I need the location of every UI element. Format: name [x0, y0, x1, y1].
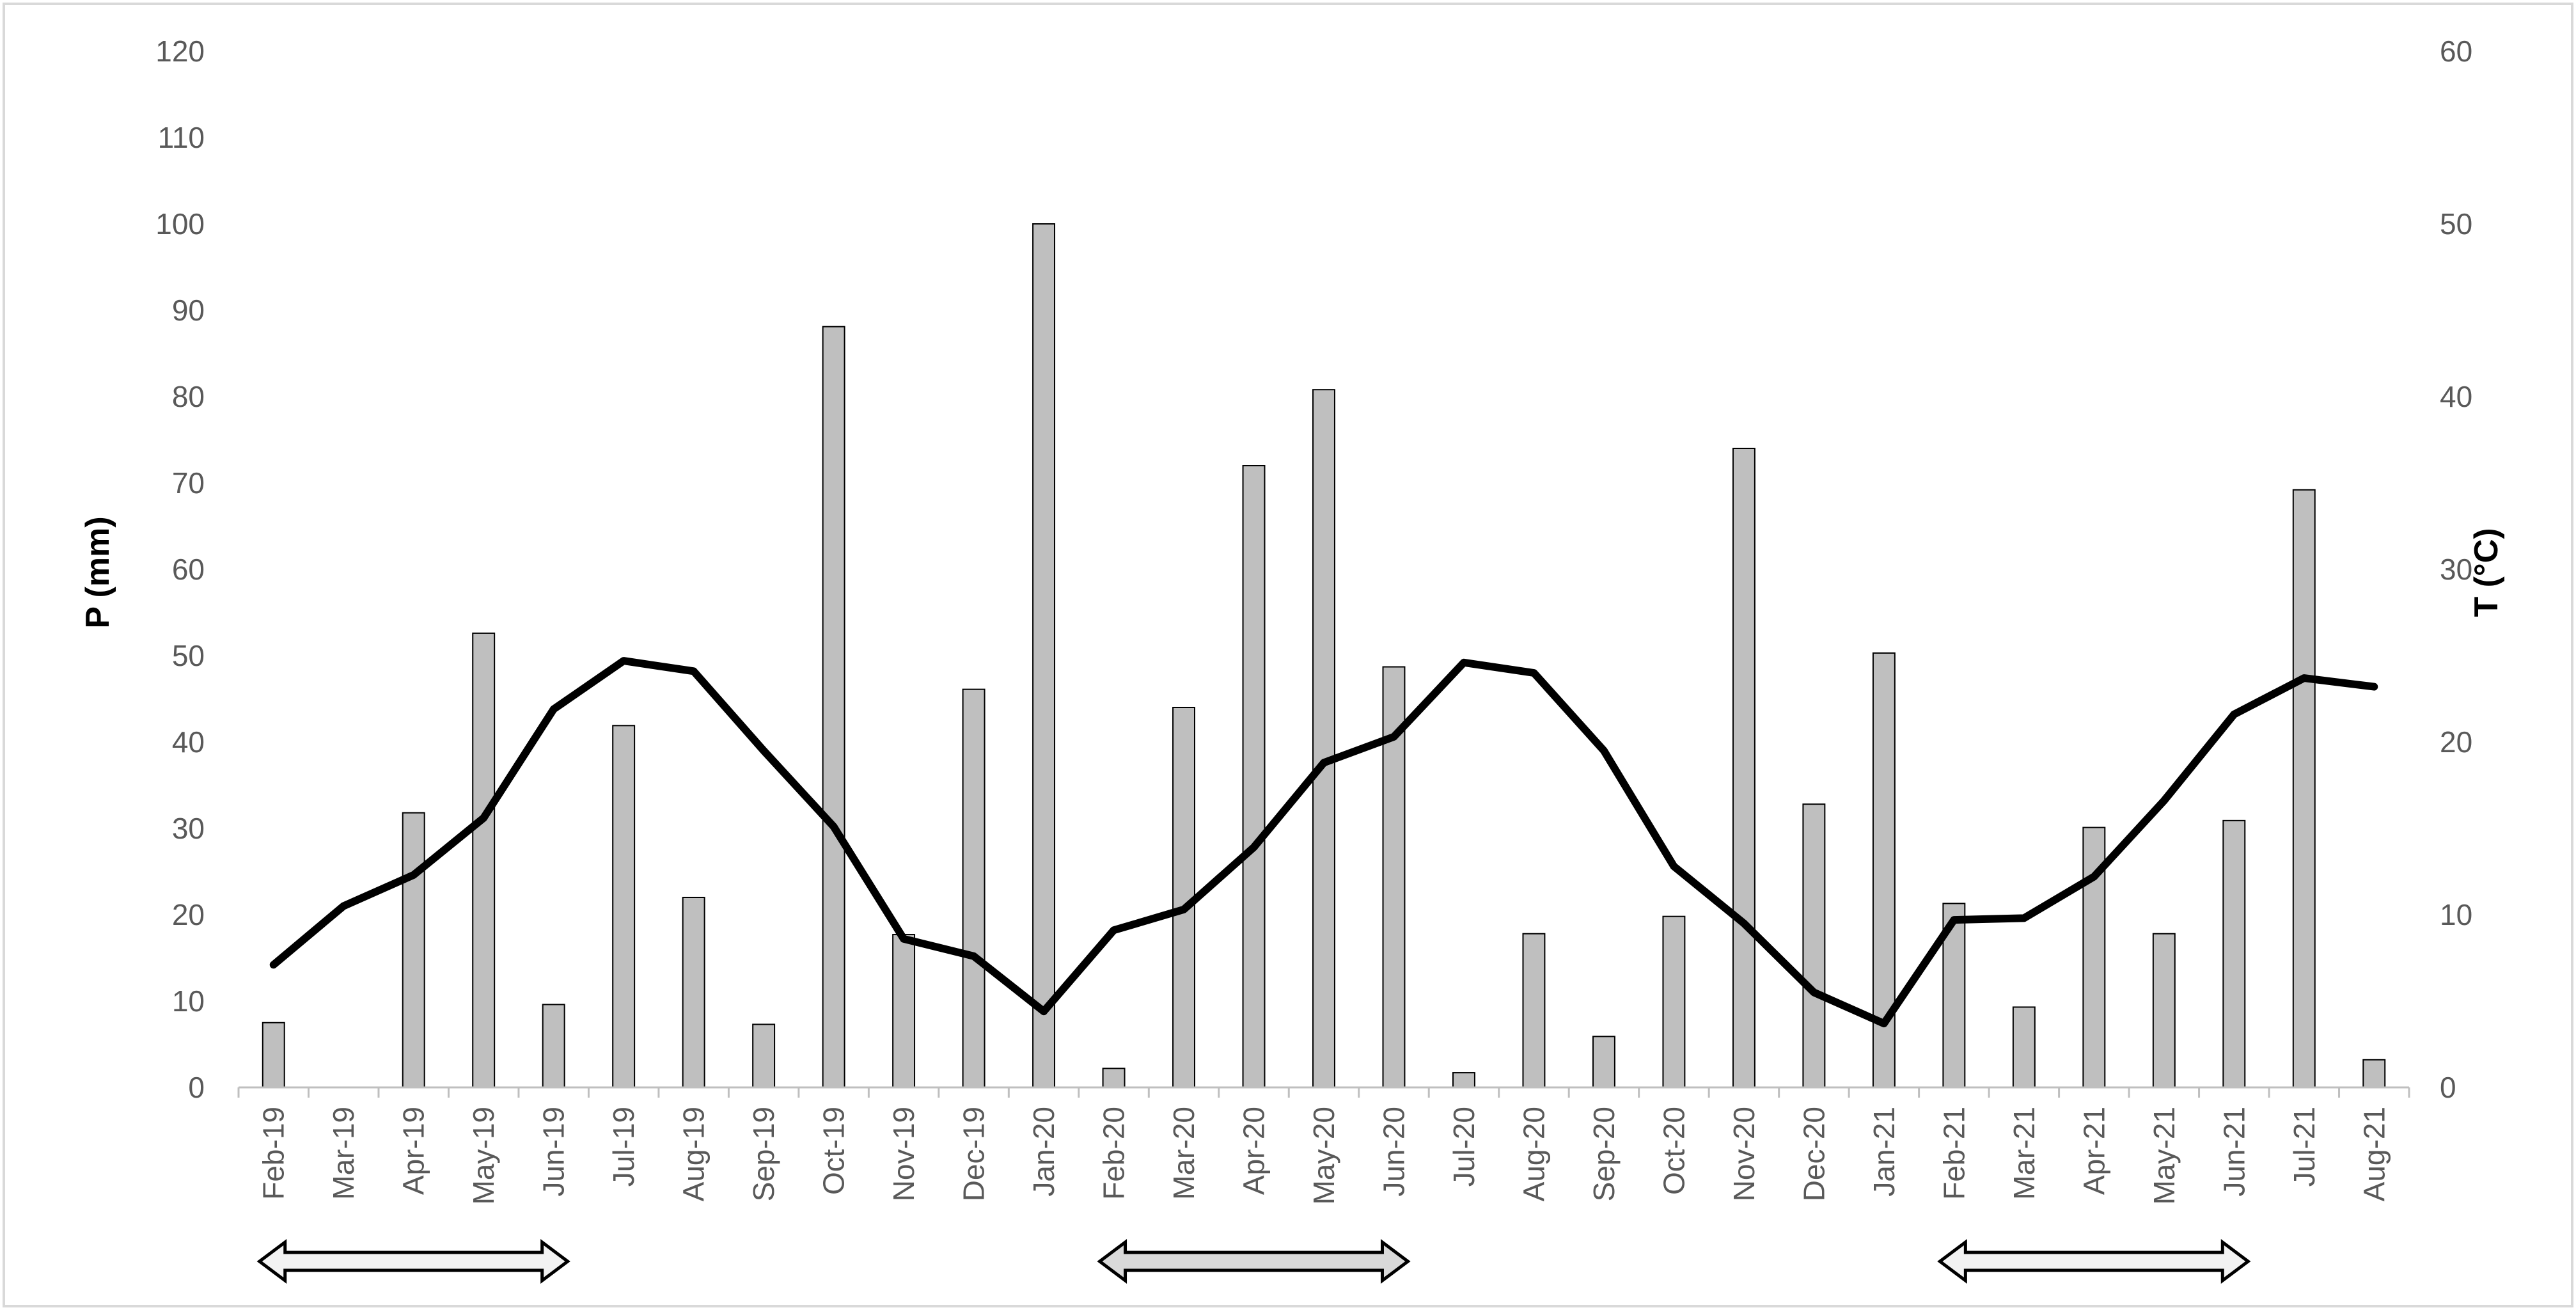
x-tick-label: Aug-20 — [1518, 1107, 1551, 1201]
precip-bar-aug-19 — [682, 897, 705, 1088]
x-axis-tick-labels: Feb-19 Mar-19 Apr-19 May-19 Jun-19 Jul-19 Aug-… — [257, 1107, 2391, 1204]
period-arrow-feb-20-to-jun-20 — [1097, 1239, 1411, 1284]
x-axis — [237, 1086, 2410, 1098]
x-tick-label: Feb-21 — [1937, 1107, 1970, 1200]
y-axis-title-right: T (°C) — [2468, 528, 2505, 617]
right-axis-ticks: 0 10 20 30 40 50 60 — [2440, 35, 2472, 1104]
precip-bar-may-20 — [1312, 389, 1335, 1089]
left-tick-label: 110 — [158, 121, 205, 154]
x-tick-label: Mar-19 — [327, 1107, 360, 1200]
precipitation-bars — [262, 223, 2386, 1089]
left-tick-label: 0 — [188, 1071, 205, 1104]
precip-bar-oct-19 — [822, 326, 845, 1088]
x-tick-label: Jan-21 — [1867, 1107, 1901, 1197]
precip-bar-apr-20 — [1242, 465, 1266, 1088]
left-tick-label: 20 — [172, 898, 205, 931]
x-tick-label: Nov-19 — [887, 1107, 920, 1201]
precip-bar-jul-19 — [612, 725, 636, 1088]
right-tick-label: 10 — [2440, 898, 2472, 931]
x-tick-label: Dec-19 — [957, 1107, 991, 1201]
precip-bar-sep-19 — [752, 1023, 776, 1088]
precip-bar-jul-20 — [1452, 1072, 1475, 1089]
temperature-line-layer — [269, 657, 2378, 1028]
x-tick-label: Mar-20 — [1167, 1107, 1200, 1200]
x-tick-label: Sep-19 — [747, 1107, 780, 1201]
x-tick-label: Oct-20 — [1657, 1107, 1690, 1195]
precip-bar-sep-20 — [1592, 1036, 1615, 1088]
left-tick-label: 60 — [172, 553, 205, 586]
x-tick-label: Jun-21 — [2217, 1107, 2250, 1197]
precip-bar-mar-20 — [1172, 707, 1196, 1088]
precip-bar-mar-21 — [2012, 1006, 2036, 1088]
x-tick-label: Jun-20 — [1378, 1107, 1411, 1197]
x-tick-label: May-21 — [2148, 1107, 2181, 1204]
precip-bar-feb-20 — [1102, 1068, 1126, 1089]
x-tick-label: Jul-19 — [607, 1107, 640, 1187]
x-tick-label: Jun-19 — [537, 1107, 570, 1197]
left-tick-label: 40 — [172, 725, 205, 759]
precip-bar-jun-21 — [2222, 819, 2246, 1088]
left-tick-label: 90 — [172, 294, 205, 327]
precip-bar-aug-21 — [2362, 1059, 2386, 1089]
x-tick-label: Nov-20 — [1727, 1107, 1761, 1201]
precip-bar-nov-19 — [892, 934, 916, 1089]
right-tick-label: 20 — [2440, 725, 2472, 759]
chart-border — [3, 3, 2573, 1307]
left-tick-label: 10 — [172, 984, 205, 1018]
precip-bar-dec-20 — [1802, 803, 1826, 1088]
x-tick-label: Apr-19 — [397, 1107, 430, 1195]
left-tick-label: 70 — [172, 466, 205, 500]
precip-bar-nov-20 — [1732, 448, 1755, 1088]
left-axis-ticks: 0 10 20 30 40 50 60 70 80 90 100 110 120 — [155, 35, 205, 1104]
period-arrow-feb-19-to-jun-19 — [256, 1239, 570, 1284]
left-tick-label: 80 — [172, 380, 205, 413]
x-tick-label: Apr-21 — [2077, 1107, 2110, 1195]
x-tick-label: Oct-19 — [817, 1107, 851, 1195]
right-tick-label: 50 — [2440, 207, 2472, 241]
precip-bar-jan-20 — [1032, 223, 1056, 1088]
y-axis-title-left: P (mm) — [79, 516, 116, 628]
left-tick-label: 50 — [172, 639, 205, 672]
right-tick-label: 60 — [2440, 35, 2472, 68]
precip-bar-may-19 — [472, 632, 496, 1088]
precip-bar-apr-19 — [402, 812, 425, 1088]
right-tick-label: 40 — [2440, 380, 2472, 413]
x-tick-label: Aug-21 — [2357, 1107, 2391, 1201]
right-tick-label: 0 — [2440, 1071, 2456, 1104]
x-tick-label: Feb-19 — [257, 1107, 290, 1200]
x-tick-label: Dec-20 — [1797, 1107, 1830, 1201]
x-tick-label: May-20 — [1307, 1107, 1340, 1204]
left-tick-label: 30 — [172, 812, 205, 845]
left-tick-label: 100 — [155, 207, 205, 241]
precip-bar-jun-19 — [542, 1004, 565, 1089]
precip-bar-oct-20 — [1662, 915, 1686, 1088]
precip-bar-jul-21 — [2292, 489, 2316, 1088]
period-arrows — [256, 1239, 2251, 1284]
x-tick-label: Jul-20 — [1447, 1107, 1480, 1187]
right-tick-label: 30 — [2440, 553, 2472, 586]
precip-bar-may-21 — [2152, 933, 2176, 1088]
x-tick-label: Aug-19 — [677, 1107, 711, 1201]
period-arrow-feb-21-to-jun-21 — [1937, 1239, 2251, 1284]
temperature-line — [269, 657, 2378, 1028]
x-tick-label: Jan-20 — [1027, 1107, 1060, 1197]
precip-bar-dec-19 — [962, 688, 986, 1088]
x-tick-label: Sep-20 — [1587, 1107, 1621, 1201]
x-tick-label: Apr-20 — [1237, 1107, 1271, 1195]
x-tick-label: Mar-21 — [2007, 1107, 2041, 1200]
left-tick-label: 120 — [155, 35, 205, 68]
x-tick-label: May-19 — [467, 1107, 500, 1204]
x-tick-label: Feb-20 — [1097, 1107, 1131, 1200]
precip-bar-aug-20 — [1522, 933, 1546, 1088]
precip-bar-feb-19 — [262, 1022, 285, 1088]
x-tick-label: Jul-21 — [2288, 1107, 2321, 1187]
